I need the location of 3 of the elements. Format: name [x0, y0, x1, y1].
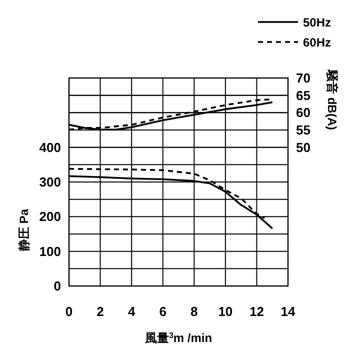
xlabel: 風量$^{3}$m /min: [144, 330, 212, 345]
y2label: 騒音 dB(A): [325, 70, 339, 130]
ylabel: 静圧 Pa: [17, 209, 31, 251]
